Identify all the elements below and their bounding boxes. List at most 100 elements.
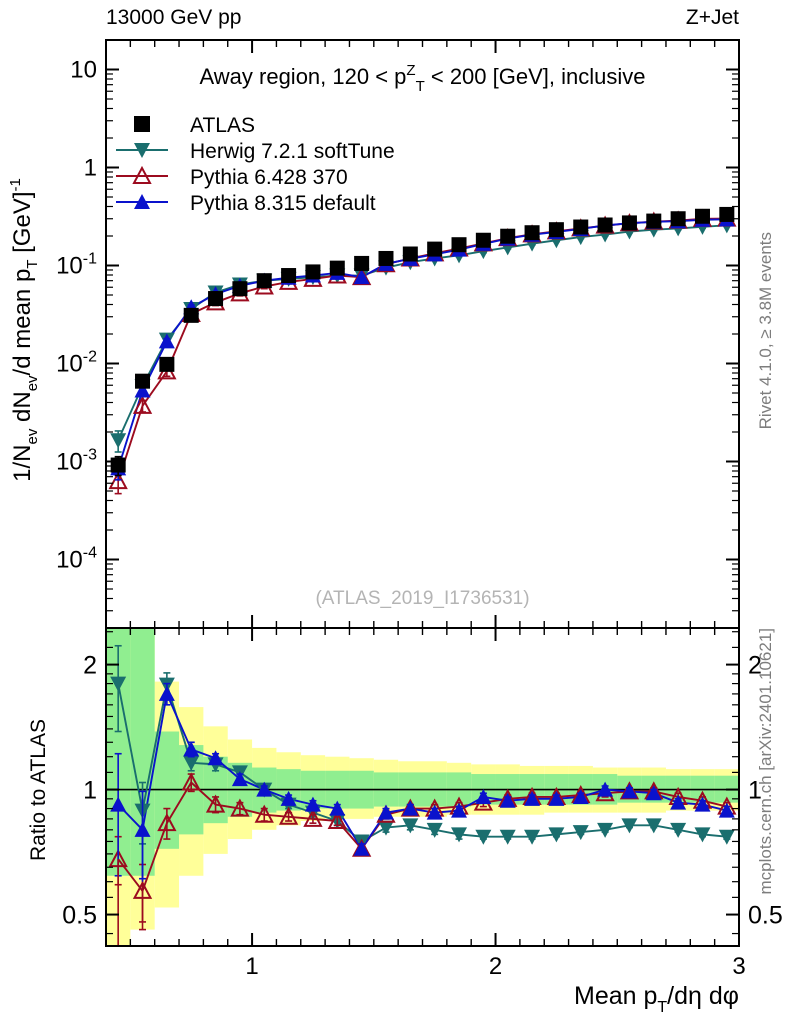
- y-tick-label-1: 1: [84, 155, 97, 182]
- ratio-y-tick-label-left-1: 1: [83, 777, 97, 805]
- marker-triangle-down: [183, 755, 200, 771]
- x-axis-label: Mean pT/dη dφ: [574, 982, 739, 1016]
- legend-entry-2[interactable]: Pythia 6.428 370: [116, 165, 348, 189]
- marker-triangle-up: [475, 788, 492, 804]
- marker-square: [451, 237, 467, 253]
- ratio-panel-data: [106, 644, 739, 946]
- y-tick-label-2: 10-1: [56, 251, 97, 280]
- ratio-series-2: [110, 682, 735, 880]
- marker-square: [694, 208, 710, 224]
- series-atlas: [110, 206, 735, 477]
- marker-triangle-down: [110, 676, 127, 692]
- marker-triangle-up: [524, 790, 541, 806]
- marker-triangle-up: [134, 382, 151, 398]
- header-beam-label: 13000 GeV pp: [106, 6, 241, 29]
- marker-triangle-up: [158, 685, 175, 701]
- marker-triangle-down: [718, 829, 735, 845]
- marker-triangle-up-open: [278, 806, 299, 825]
- marker-triangle-up-open: [132, 165, 152, 184]
- marker-triangle-down: [645, 818, 662, 834]
- marker-square: [427, 241, 443, 257]
- marker-triangle-up: [304, 796, 321, 812]
- marker-triangle-up: [353, 269, 370, 285]
- ratio-y-tick-label-left-0: 2: [83, 652, 97, 680]
- y-tick-label-4: 10-3: [56, 447, 97, 476]
- marker-triangle-up: [694, 796, 711, 812]
- marker-triangle-up-open: [157, 813, 177, 832]
- ratio-y-tick-label-right-2: 0.5: [748, 902, 783, 930]
- rivet-version-label: Rivet 4.1.0, ≥ 3.8M events: [756, 232, 775, 429]
- marker-triangle-up-open: [132, 395, 153, 414]
- marker-square: [670, 211, 686, 227]
- marker-triangle-down: [134, 143, 150, 158]
- ratio-line-0: [117, 683, 727, 843]
- plot-title: Away region, 120 < pZT < 200 [GeV], incl…: [200, 62, 646, 95]
- mcplots-source-label: mcplots.cern.ch [arXiv:2401.10621]: [756, 628, 775, 894]
- marker-square: [135, 373, 151, 389]
- legend-label-0: ATLAS: [190, 114, 255, 137]
- marker-square: [354, 255, 370, 271]
- ratio-y-tick-label-left-2: 0.5: [62, 902, 97, 930]
- marker-triangle-up: [670, 794, 687, 810]
- marker-triangle-up-open: [205, 794, 226, 813]
- marker-triangle-down: [524, 829, 541, 845]
- legend-entry-0[interactable]: ATLAS: [134, 114, 255, 137]
- marker-triangle-down: [426, 822, 443, 838]
- marker-triangle-up: [134, 821, 151, 837]
- marker-triangle-up: [158, 333, 175, 349]
- legend-label-3: Pythia 8.315 default: [190, 192, 376, 215]
- x-tick-label-2: 3: [732, 953, 745, 980]
- marker-triangle-up: [645, 785, 662, 801]
- marker-triangle-down: [377, 820, 394, 836]
- marker-square: [110, 457, 126, 473]
- marker-square: [719, 206, 735, 222]
- marker-triangle-up: [183, 741, 200, 757]
- ratio-y-tick-label-right-0: 2: [748, 652, 762, 680]
- marker-square: [402, 246, 418, 262]
- ratio-large-errors: [117, 829, 147, 946]
- marker-triangle-up-open: [327, 810, 347, 830]
- marker-triangle-up: [207, 750, 224, 766]
- marker-square: [621, 215, 637, 231]
- marker-triangle-up-open: [303, 808, 323, 827]
- marker-square: [646, 213, 662, 229]
- marker-square: [159, 356, 175, 372]
- y-tick-label-3: 10-2: [56, 349, 97, 378]
- marker-square: [524, 225, 540, 241]
- marker-square: [256, 273, 272, 289]
- marker-triangle-up: [231, 771, 248, 787]
- marker-square: [208, 291, 224, 307]
- marker-square: [329, 260, 345, 276]
- marker-triangle-up: [110, 796, 127, 812]
- dataset-watermark: (ATLAS_2019_I1736531): [315, 588, 529, 609]
- header-process-label: Z+Jet: [686, 6, 739, 29]
- x-tick-label-1: 2: [489, 953, 502, 980]
- marker-triangle-down: [597, 822, 614, 838]
- marker-triangle-up-open: [254, 804, 274, 823]
- marker-triangle-down: [451, 827, 468, 843]
- marker-triangle-down: [110, 433, 127, 449]
- marker-triangle-up: [329, 800, 346, 816]
- main-panel-data: [108, 206, 737, 495]
- legend-entry-1[interactable]: Herwig 7.2.1 softTune: [116, 140, 395, 163]
- marker-square: [183, 307, 199, 323]
- marker-square: [500, 228, 516, 244]
- marker-square: [232, 281, 248, 297]
- marker-triangle-up: [426, 804, 443, 820]
- y-tick-label-5: 10-4: [56, 545, 97, 574]
- marker-triangle-down: [402, 818, 419, 834]
- y-tick-label-0: 10: [70, 57, 97, 84]
- marker-triangle-down: [548, 827, 565, 843]
- ratio-y-axis-label: Ratio to ATLAS: [27, 719, 50, 861]
- legend-entry-3[interactable]: Pythia 8.315 default: [116, 192, 376, 215]
- marker-triangle-up: [280, 790, 297, 806]
- marker-triangle-down: [621, 818, 638, 834]
- legend-label-2: Pythia 6.428 370: [190, 166, 348, 189]
- marker-square: [134, 116, 150, 132]
- marker-triangle-up: [621, 783, 638, 799]
- marker-triangle-up: [451, 802, 468, 818]
- marker-triangle-up: [718, 802, 735, 818]
- marker-triangle-down: [572, 825, 589, 841]
- marker-square: [573, 219, 589, 235]
